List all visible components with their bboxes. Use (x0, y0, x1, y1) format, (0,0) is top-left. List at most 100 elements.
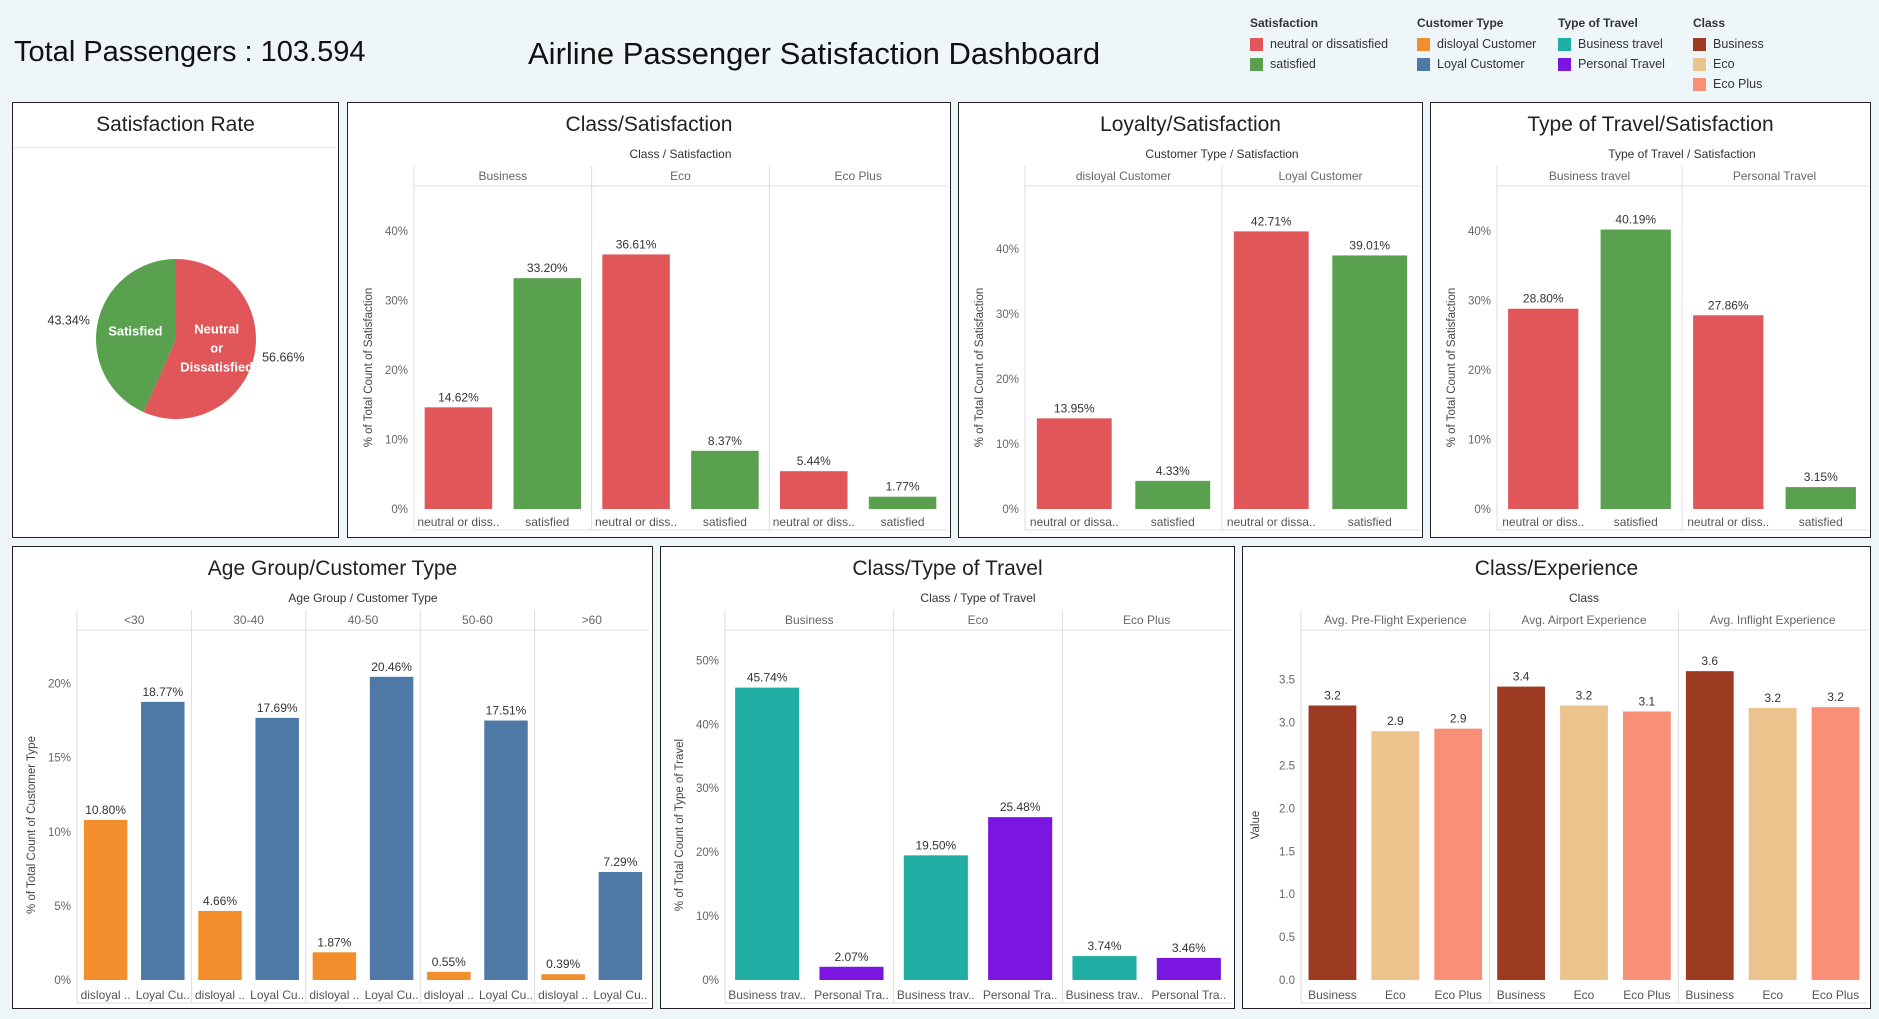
y-tick-label: 20% (48, 679, 71, 691)
bar-value-label: 7.29% (603, 855, 637, 869)
bar (602, 254, 670, 509)
group-label: Business (785, 613, 834, 627)
chart-header: Customer Type / Satisfaction (1145, 147, 1298, 161)
legend-item[interactable]: disloyal Customer (1417, 34, 1536, 54)
bar-value-label: 13.95% (1054, 401, 1095, 415)
x-tick-label: Loyal Cu.. (136, 988, 190, 1002)
bar (735, 687, 800, 980)
x-tick-label: disloyal .. (309, 988, 359, 1002)
bar (1135, 480, 1211, 509)
bar-value-label: 3.2 (1324, 688, 1341, 702)
pie-pct-label: 43.34% (48, 314, 90, 328)
x-tick-label: disloyal .. (195, 988, 245, 1002)
x-tick-label: Personal Tra.. (1151, 988, 1226, 1002)
legend-satisfaction: Satisfaction neutral or dissatisfied sat… (1250, 16, 1388, 74)
legend-item[interactable]: Eco Plus (1693, 74, 1764, 94)
group-label: >60 (582, 613, 603, 627)
bar-chart: Type of Travel / Satisfaction 0% 10% 20% 30%… (1446, 147, 1867, 531)
legend-swatch (1558, 37, 1571, 51)
group-label: Eco Plus (834, 169, 881, 183)
legend-swatch (1250, 57, 1263, 71)
y-tick-label: 1.0 (1279, 889, 1295, 901)
x-tick-label: neutral or diss.. (417, 515, 499, 529)
bar-chart: Class / Satisfaction 0% 10% 20% 30% 40% % of T… (363, 147, 947, 531)
x-tick-label: disloyal .. (538, 988, 588, 1002)
x-tick-label: Eco (1574, 988, 1595, 1002)
bar-value-label: 20.46% (371, 660, 412, 674)
x-tick-label: Loyal Cu.. (250, 988, 304, 1002)
y-tick-label: 2.5 (1279, 761, 1295, 773)
x-tick-label: Personal Tra.. (983, 988, 1058, 1002)
x-tick-label: neutral or diss.. (773, 515, 855, 529)
legend-item[interactable]: neutral or dissatisfied (1250, 34, 1388, 54)
legend-swatch (1417, 37, 1430, 51)
panel-satisfaction-rate: Satisfaction Rate Neutral or Dissatisfied 5… (12, 102, 339, 538)
x-tick-label: satisfied (1799, 515, 1843, 529)
group-label: Eco (968, 613, 989, 627)
bar-value-label: 3.2 (1827, 690, 1844, 704)
pie-slice (95, 259, 176, 413)
bar (198, 910, 242, 980)
bar (988, 817, 1053, 980)
bar (1497, 686, 1546, 980)
y-tick-label: 3.5 (1279, 675, 1295, 687)
x-tick-label: Business trav.. (897, 988, 975, 1002)
legend-title: Class (1693, 16, 1726, 30)
bar-value-label: 36.61% (616, 237, 657, 251)
bar-value-label: 40.19% (1615, 213, 1656, 227)
bar (1036, 418, 1112, 509)
y-tick-label: 10% (1468, 434, 1491, 446)
x-tick-label: satisfied (881, 515, 925, 529)
bar (1600, 229, 1671, 509)
bar-value-label: 14.62% (438, 390, 479, 404)
legend-label: satisfied (1270, 57, 1316, 71)
legend-swatch (1250, 37, 1263, 51)
legend-item[interactable]: Business travel (1558, 34, 1665, 54)
bar (255, 717, 299, 980)
legend-item[interactable]: Personal Travel (1558, 54, 1665, 74)
bar (903, 855, 968, 980)
x-tick-label: satisfied (1151, 515, 1195, 529)
legend-swatch (1558, 57, 1571, 71)
legend-customer-type: Customer Type disloyal Customer Loyal Cu… (1417, 16, 1536, 74)
legend-item[interactable]: Loyal Customer (1417, 54, 1536, 74)
legend-label: Eco Plus (1713, 77, 1763, 91)
panel-title: Satisfaction Rate (96, 113, 255, 136)
bar (1308, 705, 1357, 980)
chart-header: Age Group / Customer Type (288, 591, 438, 605)
y-tick-label: 0.0 (1279, 975, 1295, 987)
legend-label: neutral or dissatisfied (1270, 37, 1389, 51)
bar (424, 407, 493, 509)
x-tick-label: Eco Plus (1435, 988, 1482, 1002)
y-tick-label: 15% (48, 753, 71, 765)
bar-value-label: 25.48% (1000, 800, 1041, 814)
bar (312, 952, 357, 980)
bar (484, 720, 528, 980)
bar (1233, 231, 1309, 509)
y-axis-label: % of Total Count of Customer Type (26, 736, 38, 914)
bar-value-label: 17.51% (486, 704, 527, 718)
panel-loyalty-satisfaction: Loyalty/Satisfaction Customer Type / Sat… (958, 102, 1423, 538)
legend-label: Loyal Customer (1437, 57, 1525, 71)
legend-item[interactable]: Business (1693, 34, 1764, 54)
group-label: 50-60 (462, 613, 493, 627)
x-tick-label: satisfied (1614, 515, 1658, 529)
bar (1560, 705, 1608, 980)
group-label: 30-40 (233, 613, 264, 627)
y-tick-label: 3.0 (1279, 718, 1295, 730)
panel-travel-satisfaction: Type of Travel/Satisfaction Type of Trav… (1430, 102, 1871, 538)
bar-value-label: 27.86% (1708, 298, 1749, 312)
bar-value-label: 2.9 (1387, 714, 1404, 728)
bar-value-label: 39.01% (1349, 238, 1390, 252)
legend-item[interactable]: satisfied (1250, 54, 1388, 74)
y-tick-label: 30% (996, 309, 1019, 321)
x-tick-label: neutral or diss.. (1502, 515, 1584, 529)
bar (1434, 728, 1483, 980)
group-label: 40-50 (348, 613, 379, 627)
legend-item[interactable]: Eco (1693, 54, 1764, 74)
bar-value-label: 1.87% (317, 935, 351, 949)
bar (427, 971, 471, 980)
panel-class-type-of-travel: Class/Type of Travel Class / Type of Tra… (660, 546, 1235, 1009)
bar (83, 819, 128, 980)
bar (1508, 308, 1579, 509)
